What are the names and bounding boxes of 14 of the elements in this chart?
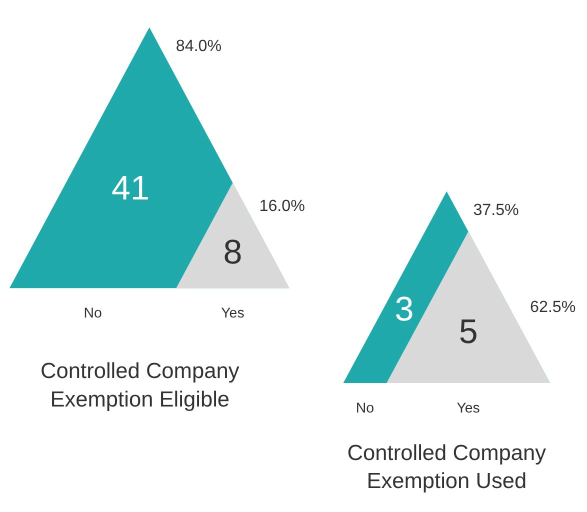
text: Controlled Company Exemption Used	[347, 440, 546, 494]
data-label: 41	[112, 169, 150, 208]
category-label: No	[84, 306, 102, 322]
text: 16.0%	[259, 197, 305, 216]
data-label: 5	[458, 312, 478, 351]
text: 84.0%	[176, 37, 222, 56]
text: 37.5%	[473, 201, 519, 220]
text: 62.5%	[530, 298, 576, 316]
category-label: No	[356, 400, 374, 416]
category-label: Yes	[221, 306, 244, 322]
category-label: Yes	[456, 400, 480, 416]
text: Controlled Company Exemption Eligible	[40, 358, 240, 412]
data-label: 3	[394, 290, 414, 329]
data-label: 8	[223, 233, 242, 272]
